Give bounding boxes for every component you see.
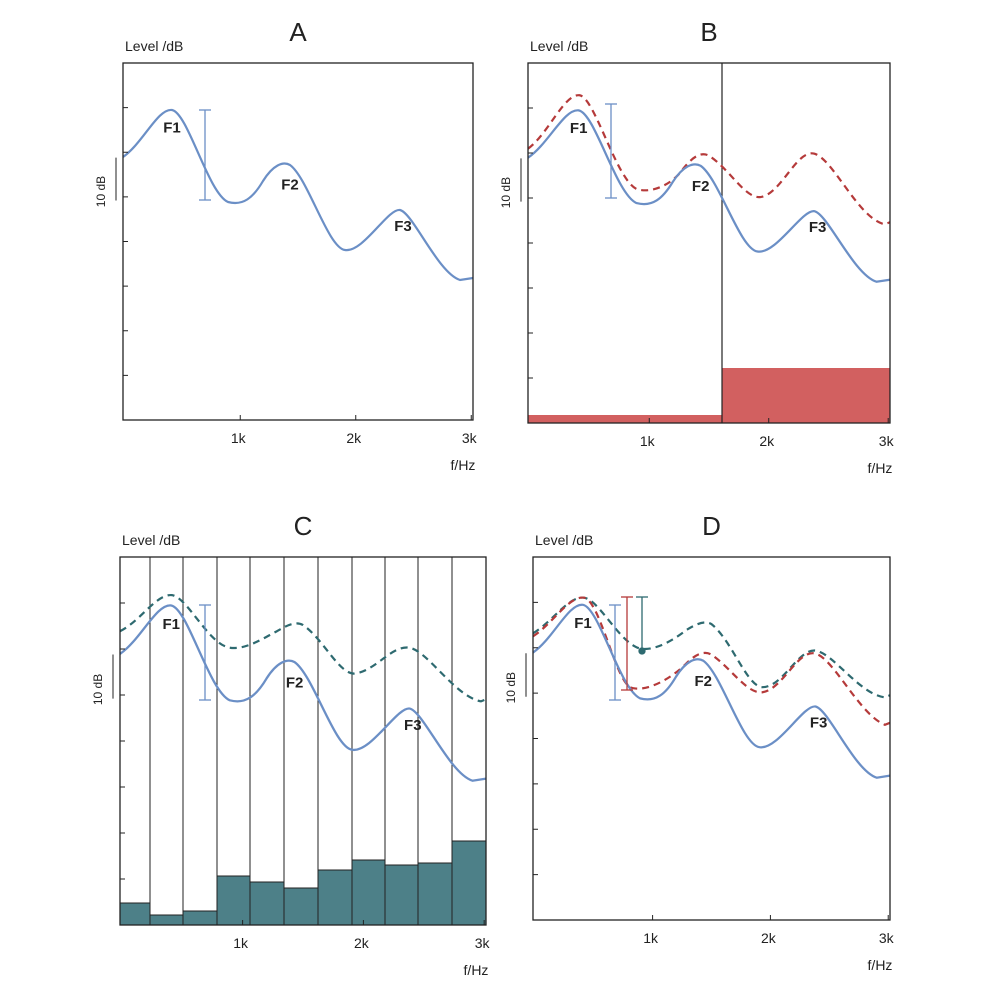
formant-label: F1 <box>570 120 588 137</box>
panel-letter: A <box>289 17 307 47</box>
x-tick-label: 3k <box>462 430 478 446</box>
x-tick-label: 3k <box>475 935 491 951</box>
y-axis-label: Level /dB <box>125 38 183 54</box>
x-axis-label: f/Hz <box>464 962 489 978</box>
y-axis-label: Level /dB <box>535 532 593 548</box>
formant-label: F3 <box>810 715 828 732</box>
scale-label: 10 dB <box>499 177 513 208</box>
x-tick-label: 2k <box>761 930 777 946</box>
x-tick-label: 1k <box>640 433 656 449</box>
curves-d <box>531 598 892 779</box>
x-tick-label: 1k <box>233 935 249 951</box>
formant-label: F1 <box>163 120 181 137</box>
formant-label: F2 <box>281 177 299 194</box>
formant-label: F3 <box>404 717 422 734</box>
curves-b <box>526 95 892 283</box>
x-axis-label: f/Hz <box>868 957 893 973</box>
scale-label: 10 dB <box>504 672 518 703</box>
scale-label: 10 dB <box>91 674 105 705</box>
x-tick-label: 2k <box>759 433 775 449</box>
x-axis-label: f/Hz <box>868 460 893 476</box>
panel-letter: D <box>702 511 721 541</box>
formant-label: F1 <box>574 615 592 632</box>
x-tick-label: 1k <box>231 430 247 446</box>
formant-label: F2 <box>695 673 713 690</box>
panel-letter: C <box>294 511 313 541</box>
plot-frame <box>532 556 891 921</box>
scale-label: 10 dB <box>94 176 108 207</box>
band-bars-c <box>119 840 487 926</box>
formant-label: F2 <box>286 675 304 692</box>
panel-letter: B <box>700 17 717 47</box>
band-bars-b <box>528 63 890 423</box>
x-tick-label: 2k <box>346 430 362 446</box>
range-markers <box>199 103 648 701</box>
formant-label: F3 <box>394 218 412 235</box>
x-axis-label: f/Hz <box>451 457 476 473</box>
y-axis-label: Level /dB <box>122 532 180 548</box>
x-tick-label: 2k <box>354 935 370 951</box>
x-tick-label: 3k <box>879 930 895 946</box>
formant-label: F1 <box>162 616 180 633</box>
formant-label: F3 <box>809 219 827 236</box>
plot-frame <box>122 62 474 421</box>
formant-label: F2 <box>692 178 710 195</box>
y-axis-label: Level /dB <box>530 38 588 54</box>
x-tick-label: 3k <box>879 433 895 449</box>
x-tick-label: 1k <box>643 930 659 946</box>
panel-layer: A Level /dB f/Hz 1k 2k 3k 10 dB F1 F2 F3 B Level /d… <box>91 17 895 978</box>
